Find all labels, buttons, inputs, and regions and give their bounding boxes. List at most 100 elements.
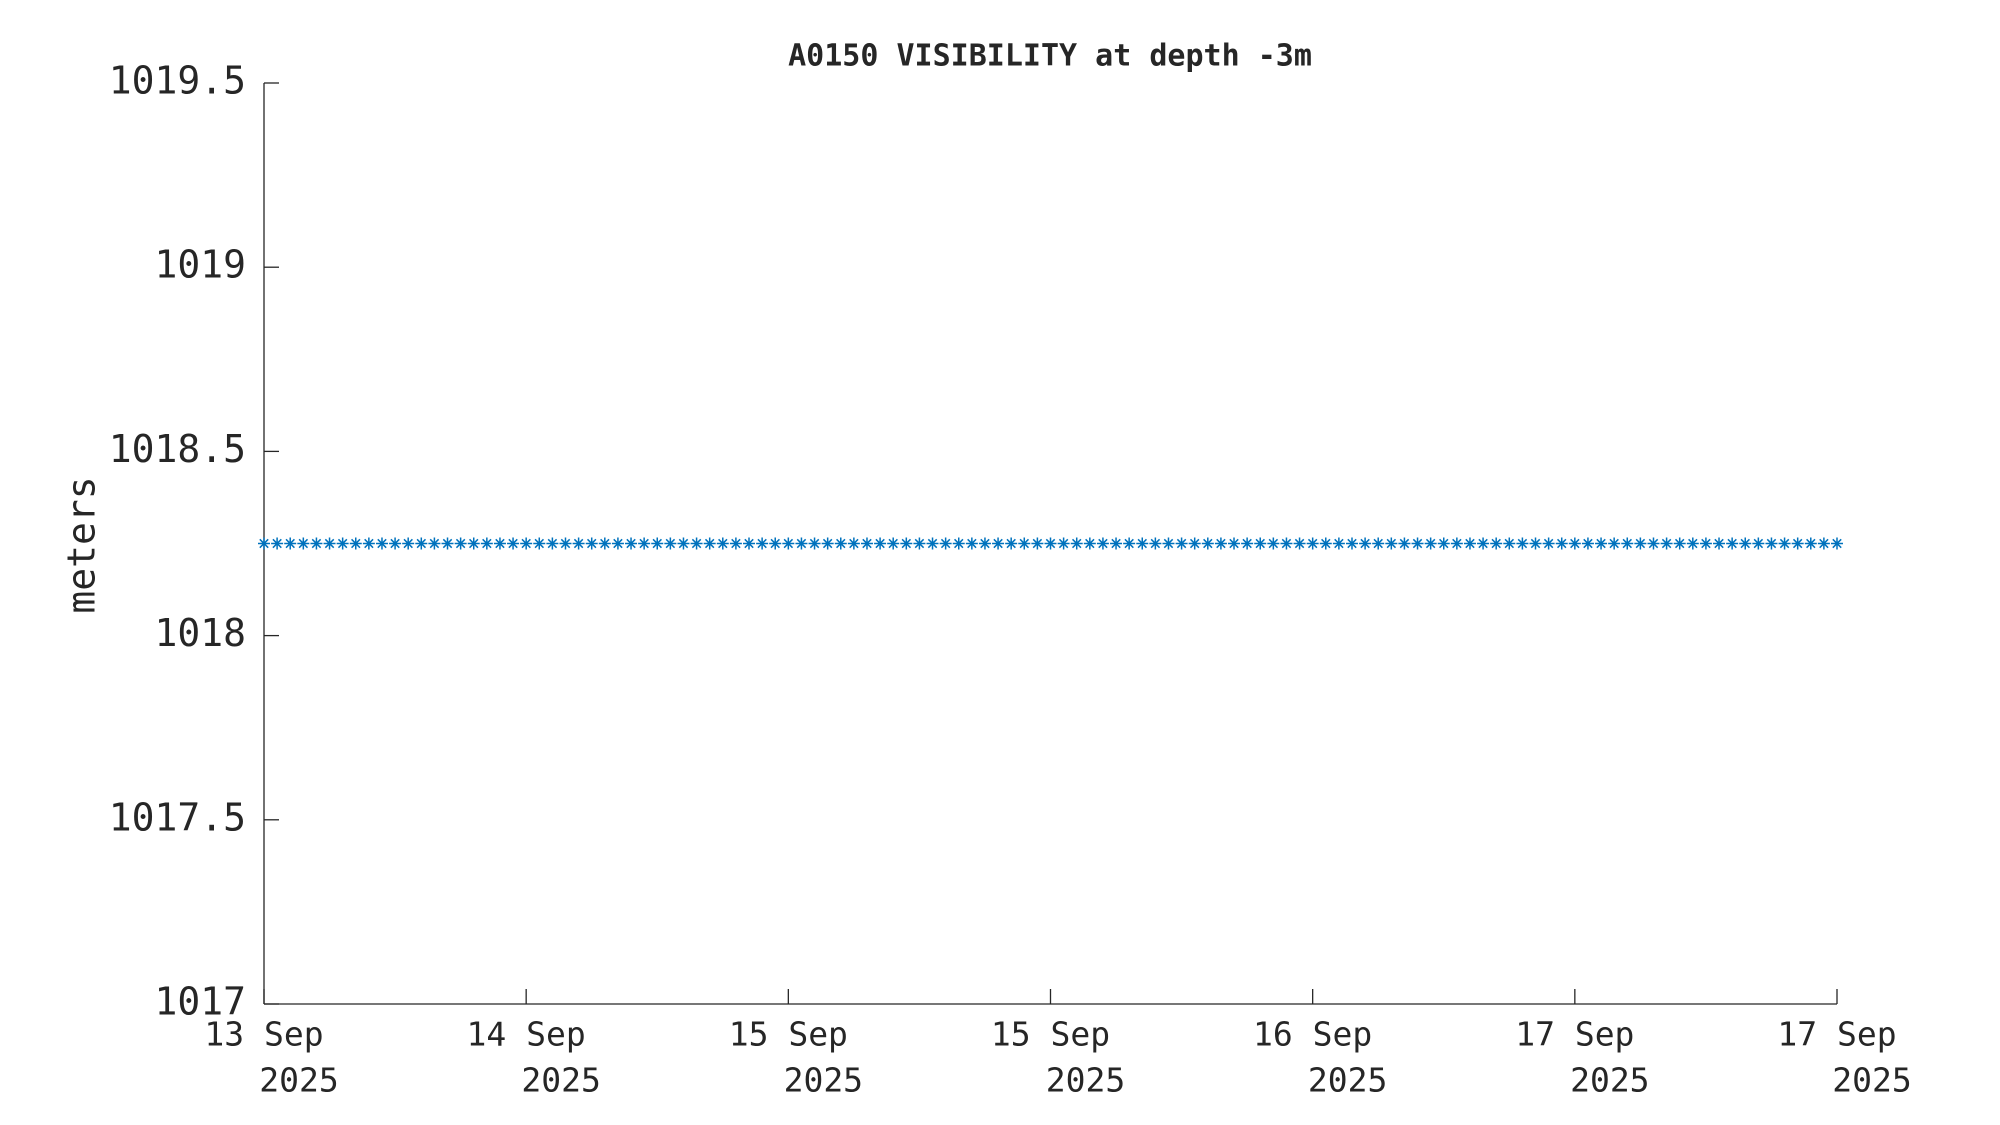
- marker: [1188, 537, 1201, 550]
- marker: [428, 537, 441, 550]
- marker: [900, 537, 913, 550]
- marker: [1529, 537, 1542, 550]
- marker: [493, 537, 506, 550]
- marker: [1450, 537, 1463, 550]
- marker: [939, 537, 952, 550]
- marker: [1345, 537, 1358, 550]
- marker: [611, 537, 624, 550]
- marker: [1057, 537, 1070, 550]
- marker: [1254, 537, 1267, 550]
- marker: [1332, 537, 1345, 550]
- marker: [821, 537, 834, 550]
- marker: [1241, 537, 1254, 550]
- x-tick-label: 15 Sep: [991, 1015, 1110, 1054]
- marker: [572, 537, 585, 550]
- marker: [520, 537, 533, 550]
- marker: [336, 537, 349, 550]
- marker: [1110, 537, 1123, 550]
- marker: [1070, 537, 1083, 550]
- marker: [1463, 537, 1476, 550]
- y-axis-label: meters: [60, 476, 104, 613]
- marker: [1306, 537, 1319, 550]
- marker: [585, 537, 598, 550]
- marker: [1044, 537, 1057, 550]
- marker: [625, 537, 638, 550]
- marker: [441, 537, 454, 550]
- marker: [349, 537, 362, 550]
- x-tick-label: 2025: [259, 1061, 338, 1100]
- marker: [1293, 537, 1306, 550]
- x-tick-label: 2025: [521, 1061, 600, 1100]
- marker: [1162, 537, 1175, 550]
- marker: [375, 537, 388, 550]
- marker: [716, 537, 729, 550]
- marker: [1634, 537, 1647, 550]
- marker: [1372, 537, 1385, 550]
- marker: [1267, 537, 1280, 550]
- marker: [1804, 537, 1817, 550]
- marker: [598, 537, 611, 550]
- marker: [743, 537, 756, 550]
- marker: [1424, 537, 1437, 550]
- marker: [1555, 537, 1568, 550]
- marker: [533, 537, 546, 550]
- marker: [887, 537, 900, 550]
- marker: [1201, 537, 1214, 550]
- x-tick-label: 17 Sep: [1777, 1015, 1896, 1054]
- marker: [1398, 537, 1411, 550]
- y-tick-label: 1019: [154, 243, 246, 287]
- x-tick-label: 14 Sep: [467, 1015, 586, 1054]
- marker: [834, 537, 847, 550]
- marker: [1542, 537, 1555, 550]
- marker: [1581, 537, 1594, 550]
- marker: [1175, 537, 1188, 550]
- marker: [454, 537, 467, 550]
- marker: [1437, 537, 1450, 550]
- marker: [1568, 537, 1581, 550]
- marker: [559, 537, 572, 550]
- marker: [874, 537, 887, 550]
- y-tick-label: 1019.5: [109, 59, 246, 103]
- x-tick-label: 15 Sep: [729, 1015, 848, 1054]
- marker: [1385, 537, 1398, 550]
- chart-title: A0150 VISIBILITY at depth -3m: [788, 39, 1312, 74]
- marker: [808, 537, 821, 550]
- marker: [651, 537, 664, 550]
- marker: [1503, 537, 1516, 550]
- y-tick-label: 1017: [154, 980, 246, 1024]
- x-tick-label: 16 Sep: [1253, 1015, 1372, 1054]
- marker: [1031, 537, 1044, 550]
- marker: [1018, 537, 1031, 550]
- marker: [1686, 537, 1699, 550]
- marker: [965, 537, 978, 550]
- marker: [703, 537, 716, 550]
- marker: [415, 537, 428, 550]
- marker: [690, 537, 703, 550]
- marker: [782, 537, 795, 550]
- marker: [1083, 537, 1096, 550]
- marker: [729, 537, 742, 550]
- marker: [795, 537, 808, 550]
- marker: [1319, 537, 1332, 550]
- x-tick-label: 2025: [1046, 1061, 1125, 1100]
- marker: [1516, 537, 1529, 550]
- marker: [402, 537, 415, 550]
- marker: [1621, 537, 1634, 550]
- marker: [1096, 537, 1109, 550]
- marker: [1647, 537, 1660, 550]
- marker: [1149, 537, 1162, 550]
- marker: [926, 537, 939, 550]
- marker: [1791, 537, 1804, 550]
- marker: [1817, 537, 1830, 550]
- marker: [1608, 537, 1621, 550]
- marker: [847, 537, 860, 550]
- x-tick-label: 17 Sep: [1515, 1015, 1634, 1054]
- marker: [1831, 537, 1843, 550]
- marker: [992, 537, 1005, 550]
- marker: [1136, 537, 1149, 550]
- marker: [297, 537, 310, 550]
- marker: [1123, 537, 1136, 550]
- y-tick-label: 1017.5: [109, 795, 246, 839]
- marker: [1005, 537, 1018, 550]
